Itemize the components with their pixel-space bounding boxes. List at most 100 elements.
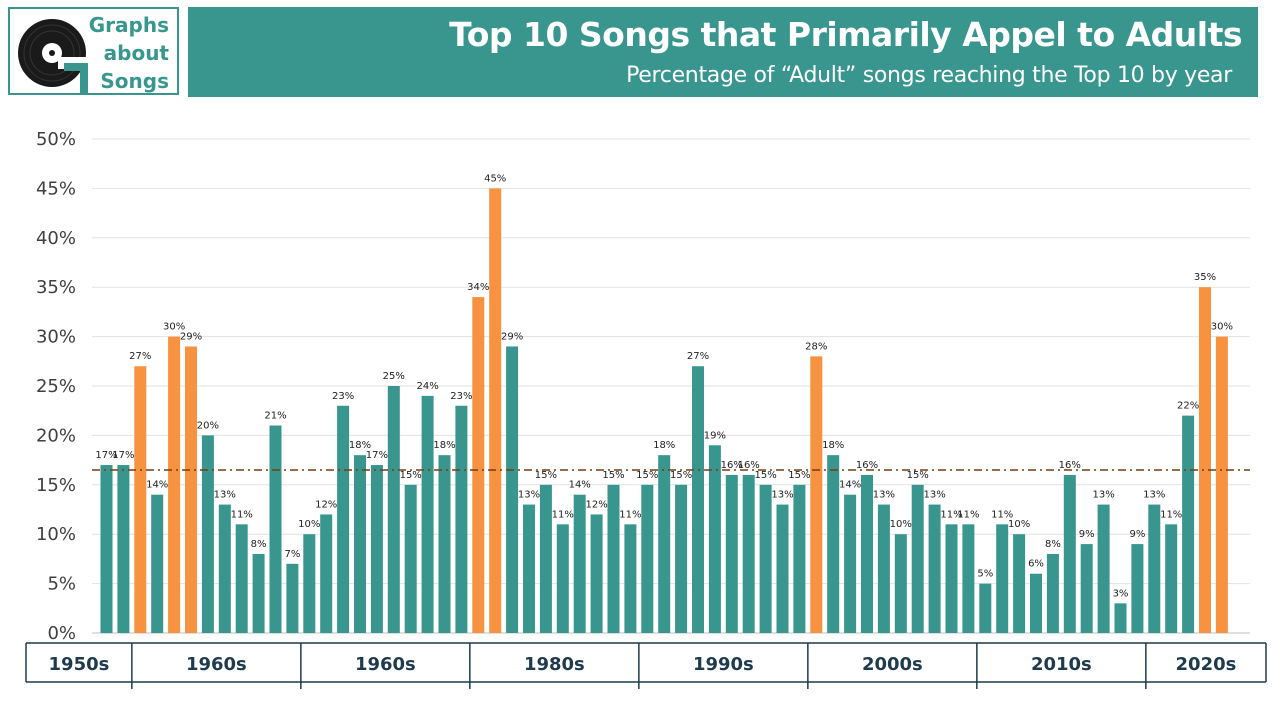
bar [1182, 415, 1195, 633]
bar [573, 494, 586, 633]
logo-line-1: Graphs [88, 13, 169, 37]
bar [844, 494, 857, 633]
bar-data-label: 11% [619, 509, 641, 520]
bar [641, 484, 654, 633]
bar [201, 435, 214, 633]
y-tick-label: 0% [47, 623, 76, 644]
bar-data-label: 16% [738, 460, 760, 471]
bar-data-label: 27% [129, 351, 151, 362]
logo-line-3: Songs [100, 69, 169, 93]
bar [945, 524, 958, 633]
bar-data-label: 29% [180, 331, 202, 342]
bar-data-label: 13% [1092, 490, 1114, 501]
bar [539, 484, 552, 633]
bar [1013, 534, 1026, 633]
bar [151, 494, 164, 633]
bar-data-label: 15% [636, 470, 658, 481]
bar-data-label: 29% [501, 331, 523, 342]
bar-data-label: 15% [602, 470, 624, 481]
decade-label: 1960s [186, 654, 247, 675]
y-tick-label: 35% [36, 277, 76, 298]
bar [320, 514, 333, 633]
bar [996, 524, 1009, 633]
bar-data-label: 11% [991, 509, 1013, 520]
bar [742, 474, 755, 633]
bar-data-label: 19% [704, 430, 726, 441]
bar [168, 336, 181, 633]
decade-label: 1980s [524, 654, 585, 675]
bar-data-label: 14% [569, 480, 591, 491]
bar-data-label: 15% [670, 470, 692, 481]
bar [556, 524, 569, 633]
y-tick-label: 45% [36, 178, 76, 199]
bar-data-label: 14% [839, 480, 861, 491]
bar-data-label: 18% [653, 440, 675, 451]
bar-data-label: 15% [907, 470, 929, 481]
bar-data-label: 8% [251, 539, 267, 550]
y-tick-label: 40% [36, 228, 76, 249]
bar [725, 474, 738, 633]
bar-data-label: 13% [518, 490, 540, 501]
bar [810, 356, 823, 633]
bar [708, 445, 721, 633]
bar [404, 484, 417, 633]
decade-label: 1990s [693, 654, 754, 675]
decade-label: 2020s [1176, 654, 1237, 675]
bar-data-label: 15% [788, 470, 810, 481]
logo-line-2: about [103, 41, 169, 65]
bar-data-label: 13% [923, 490, 945, 501]
chart-subtitle: Percentage of “Adult” songs reaching the… [626, 63, 1232, 88]
bar-data-label: 24% [416, 381, 438, 392]
bar [1131, 544, 1144, 633]
logo-text: Graphs about Songs [89, 11, 169, 95]
bar [861, 474, 873, 633]
bar-data-label: 11% [552, 509, 574, 520]
y-tick-label: 50% [36, 129, 76, 150]
bar-data-label: 22% [1177, 401, 1199, 412]
bar-data-label: 18% [822, 440, 844, 451]
bar [776, 504, 789, 633]
bar [827, 455, 840, 633]
bar [235, 524, 248, 633]
decade-label: 2010s [1031, 654, 1092, 675]
bar-data-label: 12% [315, 499, 337, 510]
bar-data-label: 30% [163, 322, 185, 333]
bar-data-label: 6% [1028, 559, 1044, 570]
y-tick-label: 30% [36, 327, 76, 348]
bar-data-label: 34% [467, 282, 489, 293]
bar [100, 465, 113, 633]
bar [911, 484, 924, 633]
bar-data-label: 16% [721, 460, 743, 471]
bar-data-label: 11% [940, 509, 962, 520]
bar [337, 405, 350, 633]
y-tick-label: 20% [36, 425, 76, 446]
bar-data-label: 23% [332, 391, 354, 402]
bar-data-label: 5% [977, 569, 993, 580]
bar-data-label: 17% [112, 450, 134, 461]
bar [793, 484, 806, 633]
decade-label: 1960s [355, 654, 416, 675]
bar-data-label: 27% [687, 351, 709, 362]
bar-data-label: 17% [95, 450, 117, 461]
bar-data-label: 15% [535, 470, 557, 481]
bar-data-label: 12% [585, 499, 607, 510]
bar [928, 504, 941, 633]
bar [387, 386, 400, 633]
bar [675, 484, 688, 633]
bar-data-label: 14% [146, 480, 168, 491]
chart-title: Top 10 Songs that Primarily Appel to Adu… [449, 15, 1242, 54]
bar-data-label: 11% [231, 509, 253, 520]
bar-data-label: 20% [197, 420, 219, 431]
decade-label: 1950s [49, 654, 110, 675]
bar-data-label: 16% [856, 460, 878, 471]
bar-data-label: 7% [284, 549, 300, 560]
bar [455, 405, 468, 633]
vinyl-record-icon [18, 19, 92, 93]
bar-data-label: 25% [383, 371, 405, 382]
logo: Graphs about Songs [8, 7, 179, 95]
bar [303, 534, 316, 633]
bar-data-label: 11% [957, 509, 979, 520]
bar [117, 465, 130, 633]
bar [692, 366, 704, 633]
